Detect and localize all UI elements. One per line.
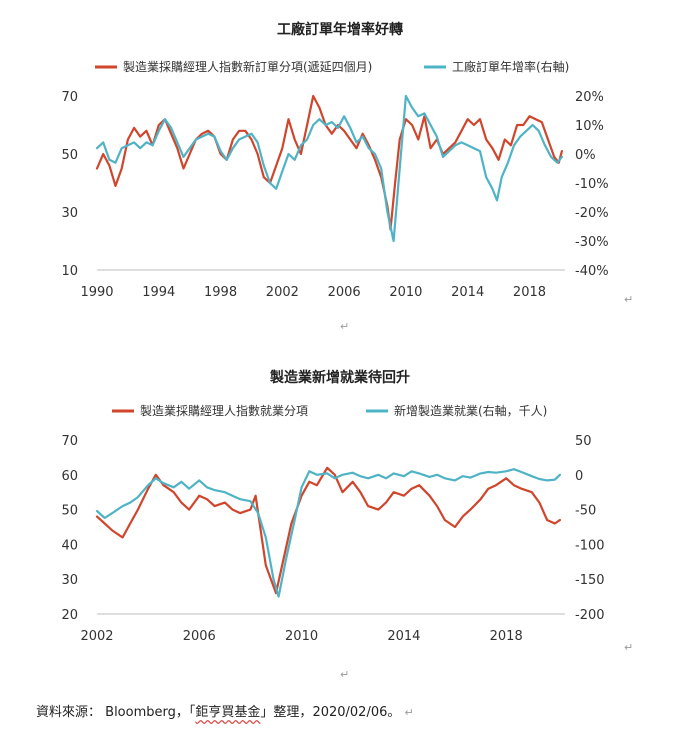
- chart2-axes: 70 60 50 40 30 20 50 0 -50 -100 -150 -200 2002 2006 20…: [61, 434, 604, 644]
- left-tick-label: 30: [61, 573, 78, 588]
- chart2-legend: 製造業採購經理人指數就業分項 新增製造業就業(右軸，千人): [112, 403, 547, 418]
- chart1-title: 工廠訂單年增率好轉: [277, 21, 403, 38]
- series-line-1: [95, 468, 561, 598]
- series-line-0: [95, 466, 561, 595]
- chart2-title: 製造業新增就業待回升: [269, 369, 410, 386]
- left-tick-label: 50: [61, 504, 78, 519]
- source-end: 。: [387, 705, 401, 720]
- paragraph-mark: ↵: [340, 320, 349, 333]
- source-separator: ，「: [175, 705, 196, 720]
- x-tick-label: 2014: [387, 629, 420, 644]
- x-tick-label: 2018: [490, 629, 523, 644]
- x-tick-label: 2018: [513, 285, 546, 300]
- right-tick-label: 10%: [575, 119, 604, 134]
- chart1-lines: [95, 94, 563, 243]
- right-tick-label: 0%: [575, 148, 596, 163]
- source-label: 資料來源：: [36, 705, 102, 720]
- x-tick-label: 1994: [142, 285, 175, 300]
- left-tick-label: 60: [61, 469, 78, 484]
- right-tick-label: -10%: [575, 177, 609, 192]
- series-line-1: [95, 94, 563, 243]
- x-tick-label: 2006: [183, 629, 216, 644]
- right-tick-label: -50: [575, 504, 596, 519]
- left-tick-label: 20: [61, 608, 78, 623]
- right-tick-label: -40%: [575, 264, 609, 279]
- right-tick-label: 50: [575, 434, 592, 449]
- right-tick-label: 0: [575, 469, 583, 484]
- source-fund-name: 鉅亨買基金: [195, 705, 261, 720]
- right-tick-label: -150: [575, 573, 605, 588]
- source-note: 資料來源： Bloomberg，「鉅亨買基金」整理，2020/02/06。 ↵: [36, 701, 414, 720]
- chart1-legend-label-1: 工廠訂單年增率(右軸): [452, 59, 569, 74]
- x-tick-label: 1990: [80, 285, 113, 300]
- x-tick-label: 2014: [451, 285, 484, 300]
- left-tick-label: 30: [61, 206, 78, 221]
- source-provider: Bloomberg: [105, 705, 176, 720]
- right-tick-label: -20%: [575, 206, 609, 221]
- paragraph-mark: ↵: [624, 293, 633, 306]
- left-tick-label: 70: [61, 434, 78, 449]
- chart1-axes: 70 50 30 10 20% 10% 0% -10% -20% -30% -40% 1990 1994…: [61, 90, 608, 300]
- left-tick-label: 70: [61, 90, 78, 105]
- right-tick-label: -200: [575, 608, 605, 623]
- left-tick-label: 50: [61, 148, 78, 163]
- x-tick-label: 2010: [389, 285, 422, 300]
- paragraph-mark: ↵: [404, 706, 414, 719]
- source-close: 」整理，: [260, 705, 313, 720]
- chart2-lines: [95, 466, 561, 598]
- right-tick-label: -30%: [575, 235, 609, 250]
- left-tick-label: 40: [61, 538, 78, 553]
- source-date: 2020/02/06: [312, 705, 388, 720]
- paragraph-mark: ↵: [624, 641, 633, 654]
- right-tick-label: -100: [575, 538, 605, 553]
- x-tick-label: 2002: [266, 285, 299, 300]
- right-tick-label: 20%: [575, 90, 604, 105]
- paragraph-mark: ↵: [340, 668, 349, 681]
- x-tick-label: 2006: [328, 285, 361, 300]
- series-line-0: [95, 94, 563, 231]
- x-tick-label: 1998: [204, 285, 237, 300]
- left-tick-label: 10: [61, 264, 78, 279]
- chart2-legend-label-0: 製造業採購經理人指數就業分項: [140, 403, 308, 418]
- chart2-legend-label-1: 新增製造業就業(右軸，千人): [394, 403, 547, 418]
- x-tick-label: 2002: [80, 629, 113, 644]
- chart1-legend: 製造業採購經理人指數新訂單分項(遞延四個月) 工廠訂單年增率(右軸): [95, 59, 569, 74]
- x-tick-label: 2010: [285, 629, 318, 644]
- chart1-legend-label-0: 製造業採購經理人指數新訂單分項(遞延四個月): [123, 59, 372, 74]
